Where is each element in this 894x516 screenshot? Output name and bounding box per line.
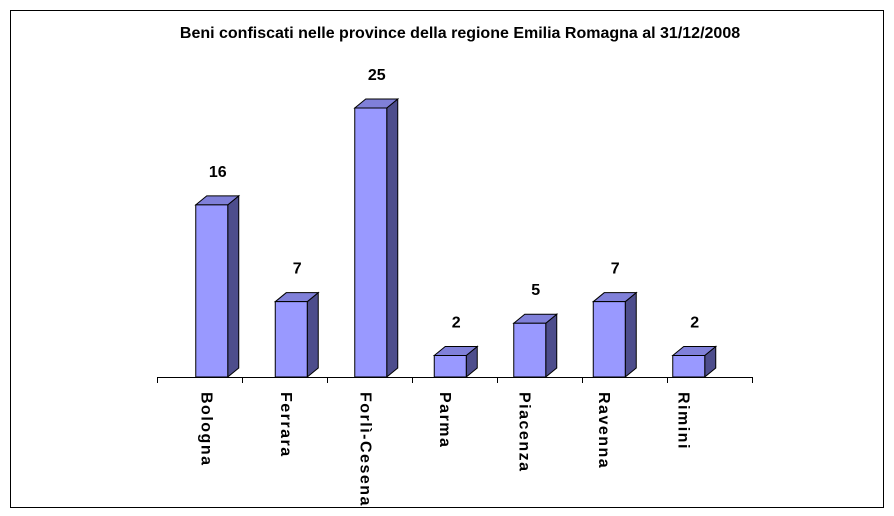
x-tick-label: Piacenza — [516, 392, 533, 472]
bar — [671, 345, 718, 379]
x-tick-label: Parma — [436, 392, 453, 448]
data-label: 7 — [293, 261, 302, 278]
bar — [194, 194, 241, 379]
bar-front — [195, 204, 229, 378]
chart-frame — [10, 10, 884, 508]
data-label: 2 — [452, 314, 461, 331]
bar-side — [624, 291, 637, 379]
x-tick-label: Ferrara — [277, 392, 294, 458]
x-tick-label: Forlì-Cesena — [357, 392, 374, 507]
bar-front — [592, 301, 626, 378]
x-tick-label: Rimini — [675, 392, 692, 450]
x-tick-label: Bologna — [198, 392, 215, 467]
data-label: 16 — [209, 164, 227, 181]
bar-front — [672, 354, 706, 378]
bar-side — [227, 194, 240, 379]
bar-front — [354, 107, 388, 378]
data-label: 25 — [368, 67, 386, 84]
bar — [591, 291, 638, 379]
data-label: 7 — [611, 261, 620, 278]
bar — [432, 345, 479, 379]
bar — [353, 97, 400, 379]
data-label: 5 — [531, 282, 540, 299]
data-label: 2 — [690, 314, 699, 331]
bar-side — [306, 291, 319, 379]
bar — [273, 291, 320, 379]
chart-title: Beni confiscati nelle province della reg… — [180, 25, 740, 42]
x-tick-label: Ravenna — [595, 392, 612, 469]
bar — [512, 313, 559, 379]
bar-front — [433, 354, 467, 378]
bar-front — [274, 301, 308, 378]
bar-side — [545, 313, 558, 379]
bar-side — [386, 97, 399, 379]
bar-front — [513, 322, 547, 378]
